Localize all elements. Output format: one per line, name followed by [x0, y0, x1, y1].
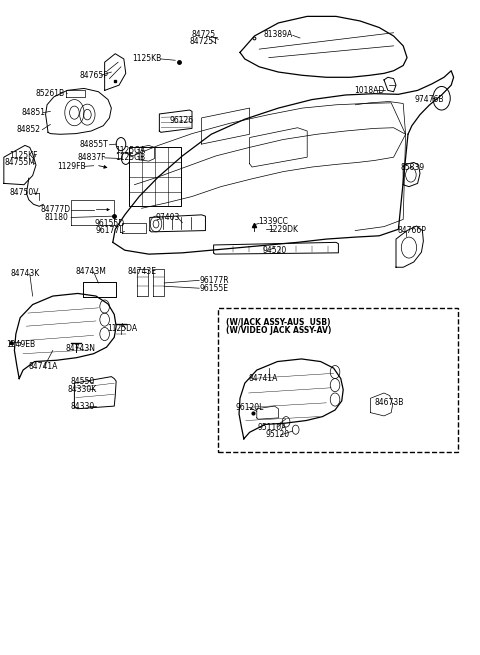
Text: 1125KF: 1125KF — [10, 151, 38, 160]
Text: 95120: 95120 — [265, 430, 289, 440]
Text: 84330K: 84330K — [68, 384, 97, 394]
Text: 84330: 84330 — [71, 402, 95, 411]
Text: 1229DK: 1229DK — [268, 225, 298, 234]
Text: 84741A: 84741A — [29, 362, 58, 371]
Text: 84755M: 84755M — [5, 158, 36, 167]
Text: (W/JACK ASSY-AUS  USB): (W/JACK ASSY-AUS USB) — [226, 318, 330, 327]
Text: 1125GB: 1125GB — [116, 153, 145, 162]
Text: 96126: 96126 — [169, 116, 193, 125]
Text: 84743K: 84743K — [11, 269, 40, 278]
Text: 1249EB: 1249EB — [6, 340, 35, 349]
Text: 94520: 94520 — [263, 246, 287, 255]
Text: 84743E: 84743E — [127, 267, 156, 276]
Text: 96155E: 96155E — [199, 284, 228, 293]
Text: 84766P: 84766P — [397, 226, 426, 235]
Text: 84743N: 84743N — [66, 344, 96, 353]
Text: 84550: 84550 — [71, 377, 95, 386]
Bar — [129, 147, 181, 206]
Text: 97476B: 97476B — [415, 95, 444, 104]
Bar — [218, 308, 458, 452]
Text: 96177L: 96177L — [95, 226, 124, 235]
Text: 85839: 85839 — [401, 162, 425, 172]
Text: (W/VIDEO JACK ASSY-AV): (W/VIDEO JACK ASSY-AV) — [226, 326, 331, 335]
Text: 84852: 84852 — [17, 125, 41, 134]
Text: 95110A: 95110A — [258, 422, 288, 432]
Text: 84725: 84725 — [192, 29, 216, 39]
Text: 96155D: 96155D — [95, 219, 124, 228]
Text: 1129FB: 1129FB — [57, 162, 85, 171]
Text: 84855T: 84855T — [79, 140, 108, 149]
Text: 84750V: 84750V — [10, 188, 39, 197]
Text: 81389A: 81389A — [264, 29, 293, 39]
Text: 1125DA: 1125DA — [108, 324, 137, 333]
Text: 84765P: 84765P — [79, 71, 108, 80]
Text: 1125KB: 1125KB — [132, 54, 161, 64]
Text: 81180: 81180 — [45, 213, 69, 222]
Text: 84837F: 84837F — [78, 153, 107, 162]
Text: 96177R: 96177R — [199, 276, 229, 285]
Text: 1018AD: 1018AD — [354, 86, 385, 95]
Text: 84725T: 84725T — [190, 37, 218, 47]
Text: 97403: 97403 — [156, 213, 180, 222]
Text: 84741A: 84741A — [248, 374, 278, 383]
Text: 84851: 84851 — [22, 108, 46, 117]
Text: 84777D: 84777D — [40, 205, 70, 214]
Text: 96120L: 96120L — [235, 403, 264, 412]
Text: 1339CC: 1339CC — [259, 217, 288, 226]
Text: 85261B: 85261B — [36, 88, 65, 98]
Text: 1125GA: 1125GA — [115, 146, 146, 155]
Text: 84673B: 84673B — [374, 398, 404, 407]
Text: 84743M: 84743M — [76, 267, 107, 276]
